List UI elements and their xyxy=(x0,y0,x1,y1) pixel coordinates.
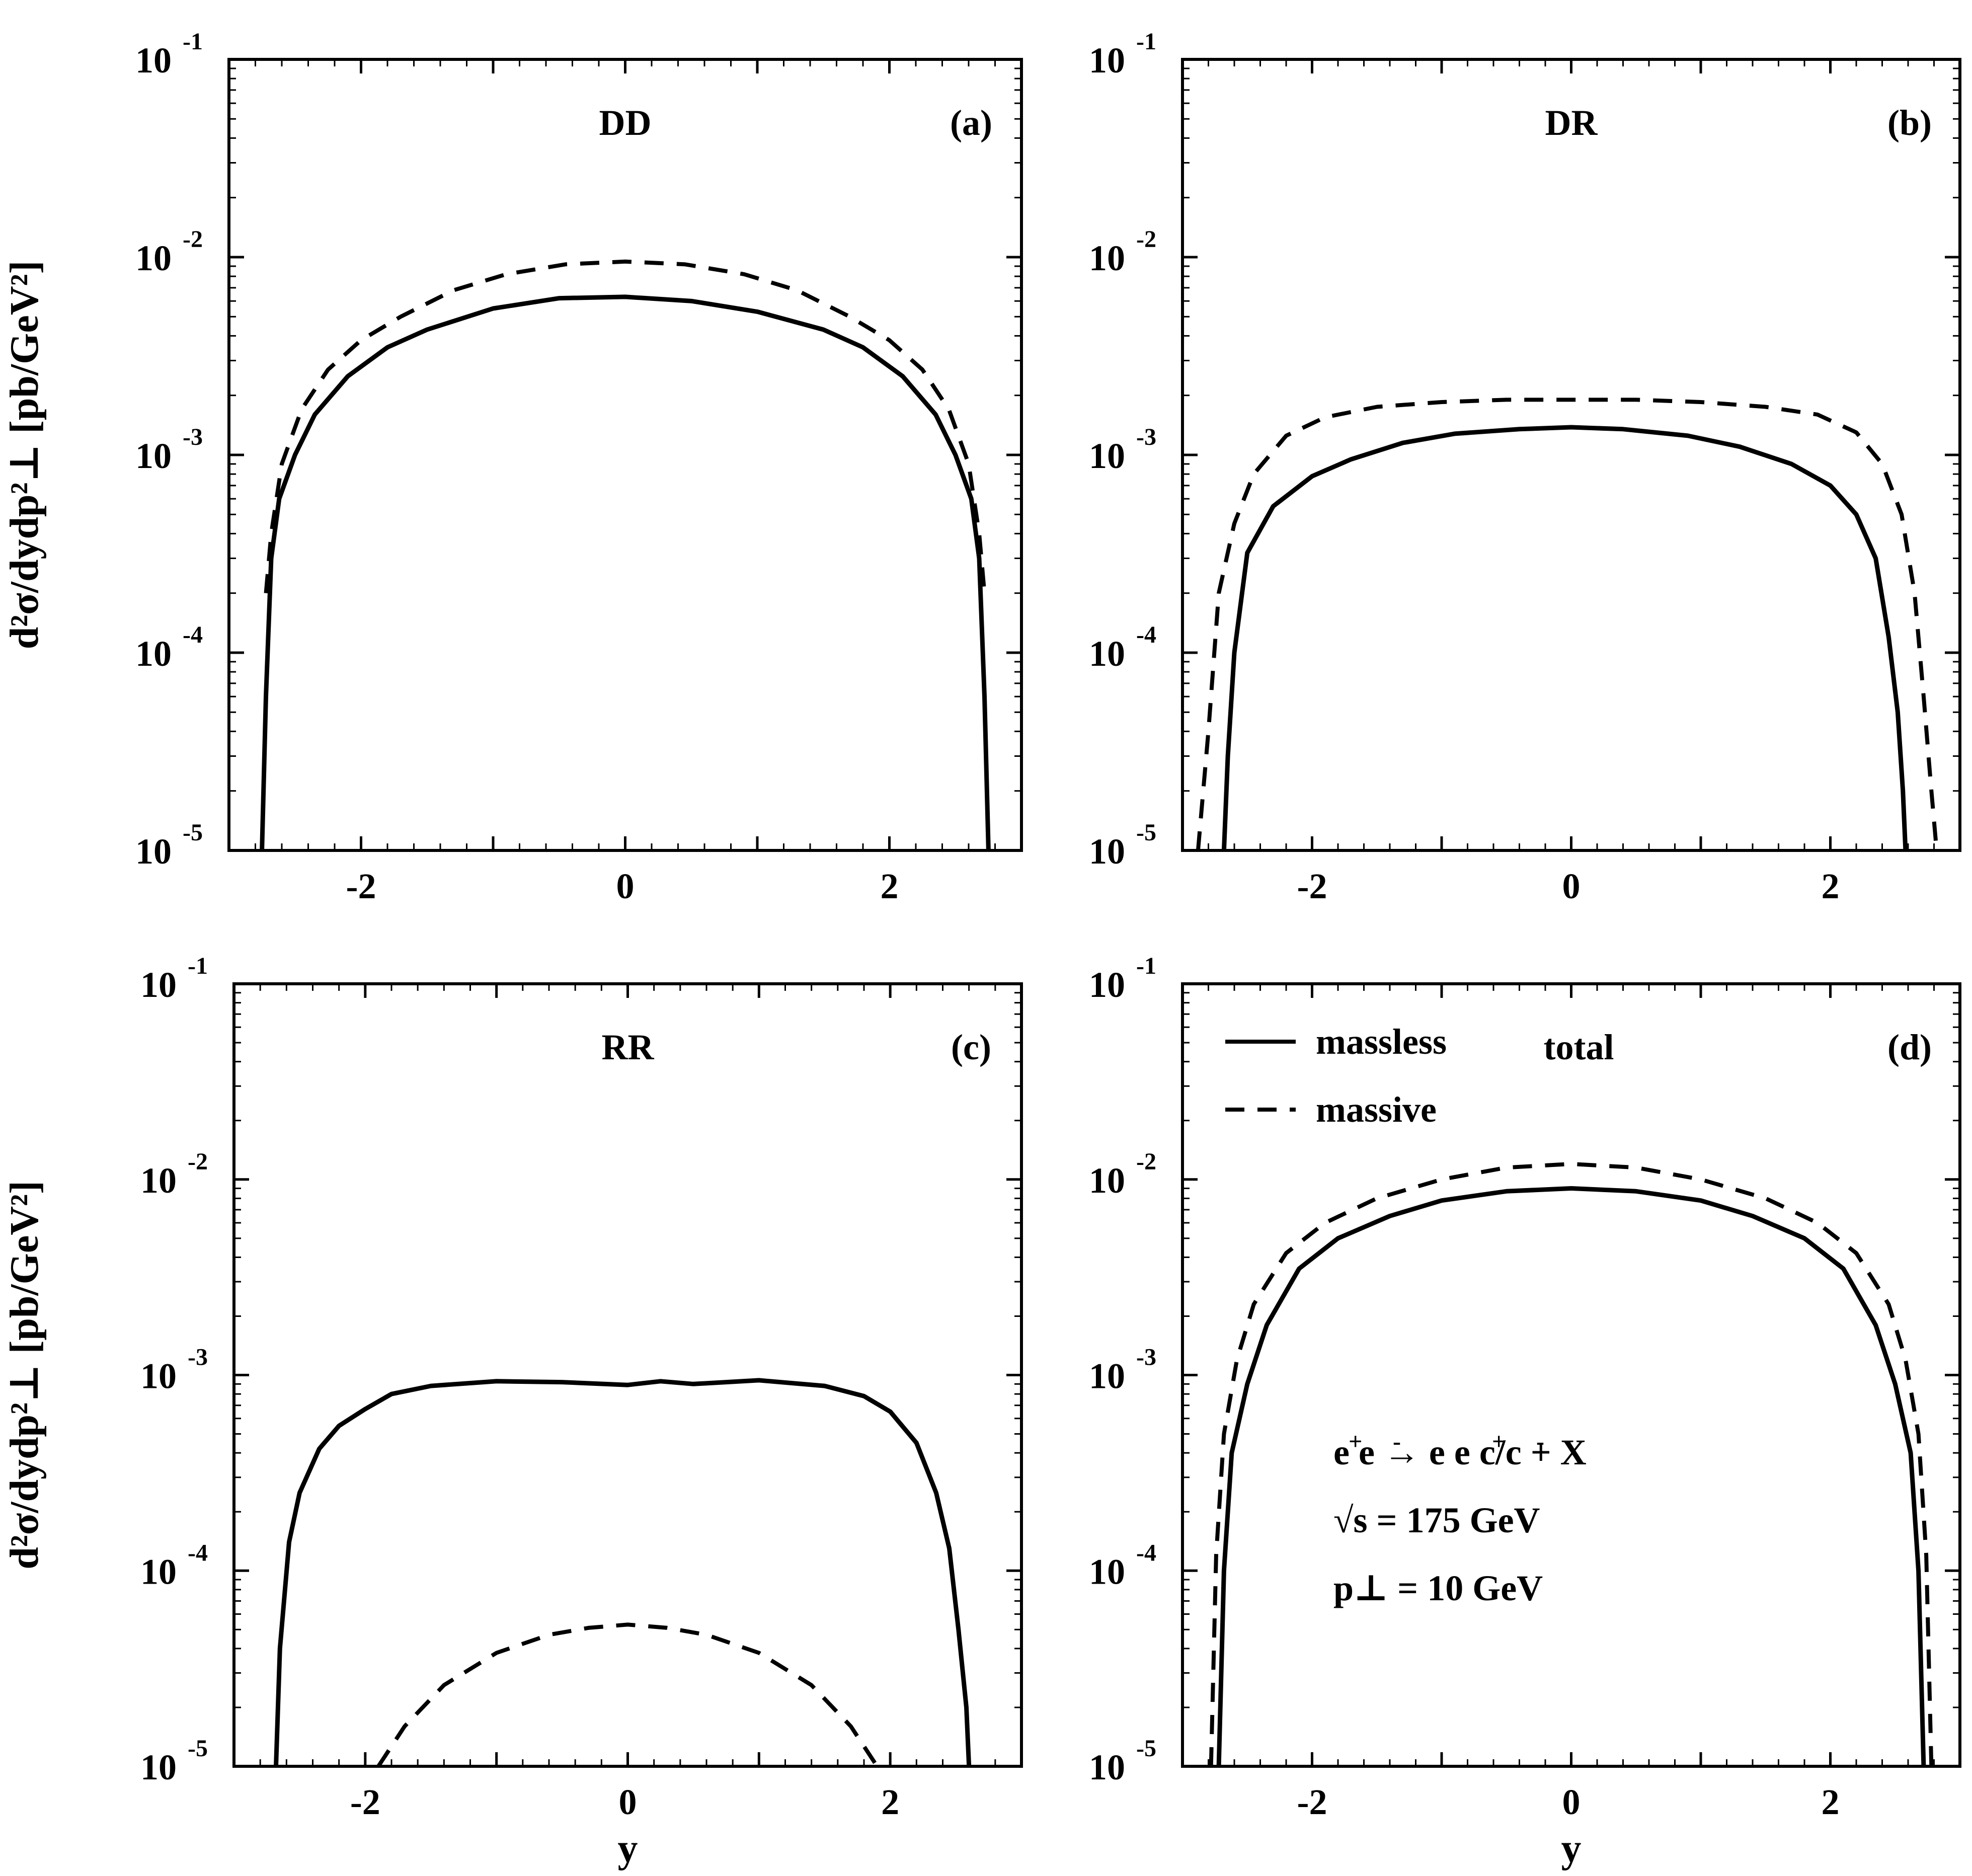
panel-title: total xyxy=(1544,1027,1614,1067)
series-solid-line xyxy=(1216,1186,1926,1766)
panel-title: DD xyxy=(599,103,652,143)
y-tick-label: 10 xyxy=(135,436,172,476)
x-tick-label: 0 xyxy=(1562,1782,1581,1822)
y-tick-label: 10 xyxy=(135,634,172,674)
y-tick-exponent: -3 xyxy=(188,1344,208,1371)
y-tick-exponent: -4 xyxy=(183,621,203,648)
charge-superscript: + xyxy=(1349,1428,1362,1455)
y-tick-exponent: -1 xyxy=(1136,28,1156,55)
x-tick-label: -2 xyxy=(350,1782,380,1822)
y-tick-label: 10 xyxy=(140,1747,177,1787)
panel-letter: (b) xyxy=(1887,103,1932,143)
x-tick-label: -2 xyxy=(346,866,376,906)
y-tick-exponent: -3 xyxy=(1136,1344,1156,1371)
x-axis-title: y xyxy=(1561,1827,1582,1871)
y-tick-label: 10 xyxy=(1089,1160,1125,1201)
legend-label: massless xyxy=(1316,1022,1447,1062)
y-tick-label: 10 xyxy=(135,238,172,278)
plot-frame xyxy=(227,58,1023,852)
y-tick-label: 10 xyxy=(140,1160,177,1201)
y-tick-label: 10 xyxy=(1089,1551,1125,1592)
plot-frame xyxy=(1181,982,1961,1768)
x-tick-label: -2 xyxy=(1297,1782,1327,1822)
y-tick-label: 10 xyxy=(140,1551,177,1592)
series-solid-line xyxy=(260,294,991,850)
series-dashed-line xyxy=(1209,1162,1934,1766)
y-tick-exponent: -4 xyxy=(1136,621,1156,648)
series-solid-line xyxy=(274,1378,972,1766)
panel-letter: (d) xyxy=(1887,1027,1932,1067)
y-tick-label: 10 xyxy=(140,965,177,1005)
y-tick-label: 10 xyxy=(1089,1356,1125,1396)
y-tick-exponent: -2 xyxy=(1136,226,1156,253)
x-tick-label: -2 xyxy=(1297,866,1327,906)
y-tick-label: 10 xyxy=(135,40,172,81)
y-tick-exponent: -3 xyxy=(1136,424,1156,450)
panel-a: -2 0 2 10 -5 10 -4 10 -3 10 -2 10 -1 DD (a) d²σ/dydp²⊥ … xyxy=(3,28,1023,906)
y-tick-exponent: -3 xyxy=(183,424,203,450)
y-tick-label: 10 xyxy=(135,831,172,872)
charge-superscript: - xyxy=(1393,1428,1401,1455)
panel-letter: (c) xyxy=(951,1027,991,1067)
x-tick-label: 2 xyxy=(1822,866,1840,906)
panel-title: RR xyxy=(602,1027,655,1067)
x-tick-label: 2 xyxy=(881,1782,899,1822)
y-tick-exponent: -1 xyxy=(183,28,203,55)
y-axis-title: d²σ/dydp²⊥ [pb/GeV²] xyxy=(3,261,47,649)
y-tick-label: 10 xyxy=(1089,634,1125,674)
process-annotation: e e → e e c/c + X xyxy=(1333,1432,1587,1472)
plot-frame xyxy=(232,982,1023,1768)
panel-b: -2 0 2 10 -5 10 -4 10 -3 10 -2 10 -1 DR (b) xyxy=(1089,28,1961,906)
energy-annotation: √s = 175 GeV xyxy=(1333,1500,1540,1540)
series-solid-line xyxy=(1221,425,1908,850)
panel-title: DR xyxy=(1545,103,1598,143)
x-tick-label: 2 xyxy=(1822,1782,1840,1822)
y-tick-exponent: -2 xyxy=(188,1148,208,1175)
x-axis-title: y xyxy=(618,1827,638,1871)
x-tick-label: 0 xyxy=(619,1782,637,1822)
y-tick-label: 10 xyxy=(1089,40,1125,81)
panel-d: -2 0 2 10 -5 10 -4 10 -3 10 -2 10 -1 total (d) y massles… xyxy=(1089,953,1961,1871)
y-tick-label: 10 xyxy=(1089,1747,1125,1787)
y-tick-exponent: -2 xyxy=(183,226,203,253)
panel-letter: (a) xyxy=(950,103,992,143)
y-tick-label: 10 xyxy=(1089,238,1125,278)
y-tick-exponent: -5 xyxy=(183,819,203,846)
charge-superscript: - xyxy=(1536,1428,1544,1455)
y-tick-exponent: -1 xyxy=(188,953,208,979)
y-tick-exponent: -1 xyxy=(1136,953,1156,979)
legend-label: massive xyxy=(1316,1089,1437,1130)
series-dashed-line xyxy=(1196,398,1939,850)
y-tick-label: 10 xyxy=(1089,831,1125,872)
series-dashed-line xyxy=(264,259,987,594)
y-tick-exponent: -2 xyxy=(1136,1148,1156,1175)
y-tick-exponent: -5 xyxy=(188,1735,208,1762)
y-axis-title: d²σ/dydp²⊥ [pb/GeV²] xyxy=(3,1181,47,1569)
series-dashed-line xyxy=(376,1622,879,1766)
y-tick-label: 10 xyxy=(1089,436,1125,476)
y-tick-exponent: -5 xyxy=(1136,819,1156,846)
panel-c: -2 0 2 10 -5 10 -4 10 -3 10 -2 10 -1 RR (c) y d²σ/dydp²⊥… xyxy=(3,953,1023,1871)
y-tick-exponent: -5 xyxy=(1136,1735,1156,1762)
x-tick-label: 0 xyxy=(1562,866,1581,906)
y-tick-label: 10 xyxy=(140,1356,177,1396)
x-tick-label: 2 xyxy=(881,866,899,906)
pt-annotation: p⊥ = 10 GeV xyxy=(1333,1568,1543,1608)
y-tick-exponent: -4 xyxy=(188,1539,208,1566)
y-tick-exponent: -4 xyxy=(1136,1539,1156,1566)
charge-superscript: + xyxy=(1492,1428,1506,1455)
plot-frame xyxy=(1181,58,1961,852)
x-tick-label: 0 xyxy=(616,866,635,906)
y-tick-label: 10 xyxy=(1089,965,1125,1005)
